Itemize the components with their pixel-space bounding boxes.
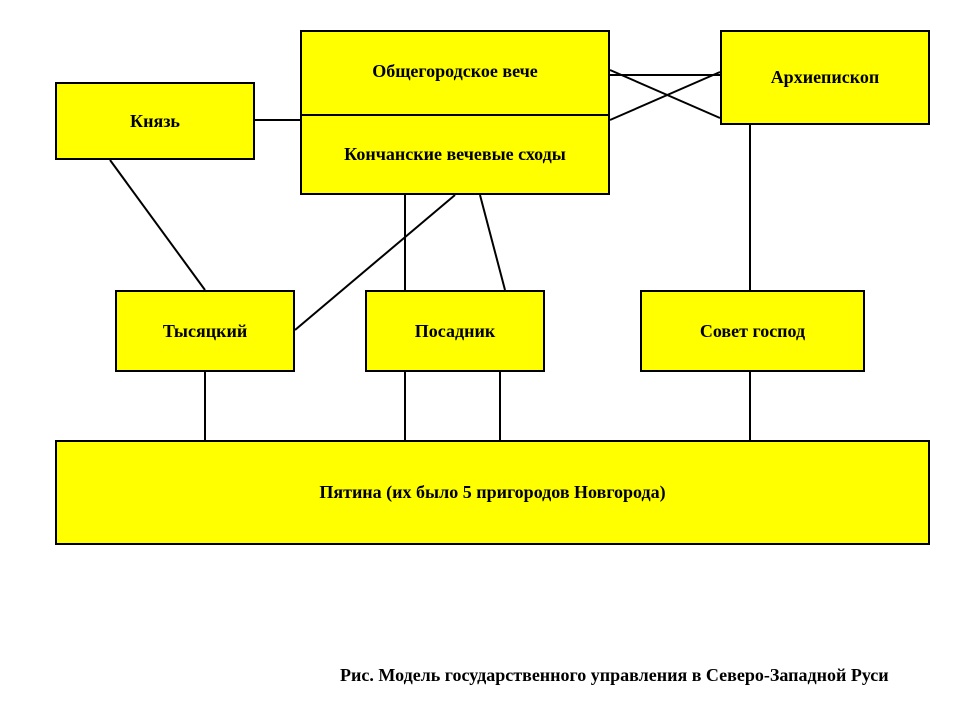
- sovet-label: Совет господ: [700, 321, 805, 342]
- node-tysyatsky: Тысяцкий: [115, 290, 295, 372]
- node-knyaz: Князь: [55, 82, 255, 160]
- veche-divider: [302, 114, 608, 116]
- diagram-canvas: Общегородское вече Кончанские вечевые сх…: [0, 0, 960, 720]
- arch-label: Архиепископ: [771, 67, 880, 88]
- veche-bottom-label: Кончанские вечевые сходы: [302, 144, 608, 165]
- figure-caption: Рис. Модель государственного управления …: [340, 665, 889, 686]
- node-posadnik: Посадник: [365, 290, 545, 372]
- node-sovet: Совет господ: [640, 290, 865, 372]
- veche-top-label: Общегородское вече: [302, 61, 608, 82]
- knyaz-label: Князь: [130, 111, 180, 132]
- node-pyatina: Пятина (их было 5 пригородов Новгорода): [55, 440, 930, 545]
- pyatina-label: Пятина (их было 5 пригородов Новгорода): [319, 482, 665, 503]
- node-veche: Общегородское вече Кончанские вечевые сх…: [300, 30, 610, 195]
- node-arch: Архиепископ: [720, 30, 930, 125]
- posadnik-label: Посадник: [415, 321, 495, 342]
- tysyatsky-label: Тысяцкий: [163, 321, 247, 342]
